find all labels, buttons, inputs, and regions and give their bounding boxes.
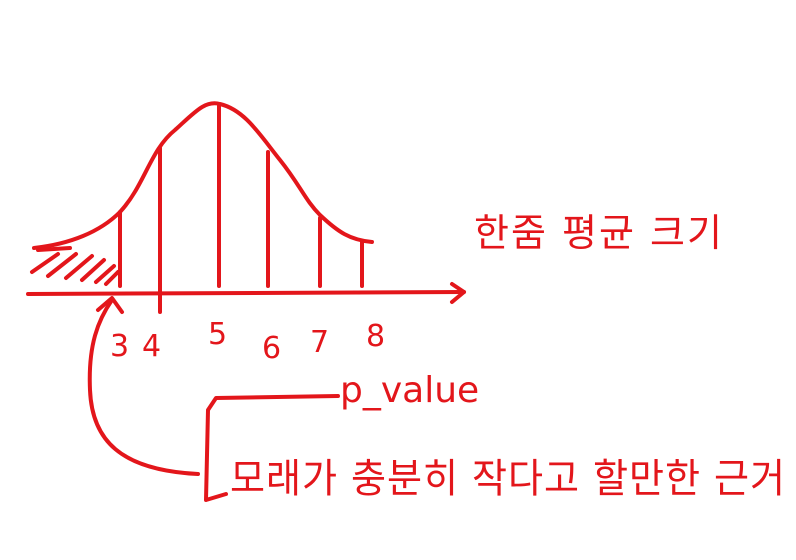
curved-arrow xyxy=(87,296,200,476)
distribution-label: 한줌 평균 크기 xyxy=(474,211,724,255)
tick-label: 5 xyxy=(208,317,227,352)
tick-label: 3 xyxy=(110,329,129,364)
tick-label: 4 xyxy=(142,329,161,364)
vertical-lines xyxy=(118,102,364,314)
tick-labels: 3 4 5 6 7 8 xyxy=(110,317,385,366)
x-axis-arrow xyxy=(26,282,466,304)
pvalue-label: p_value xyxy=(340,370,479,411)
bracket-connector xyxy=(204,394,340,502)
evidence-note: 모래가 충분히 작다고 할만한 근거 xyxy=(230,456,786,502)
tick-label: 7 xyxy=(310,325,329,360)
tick-label: 8 xyxy=(366,319,385,354)
tick-label: 6 xyxy=(262,331,281,366)
shaded-tail-region xyxy=(30,246,120,286)
